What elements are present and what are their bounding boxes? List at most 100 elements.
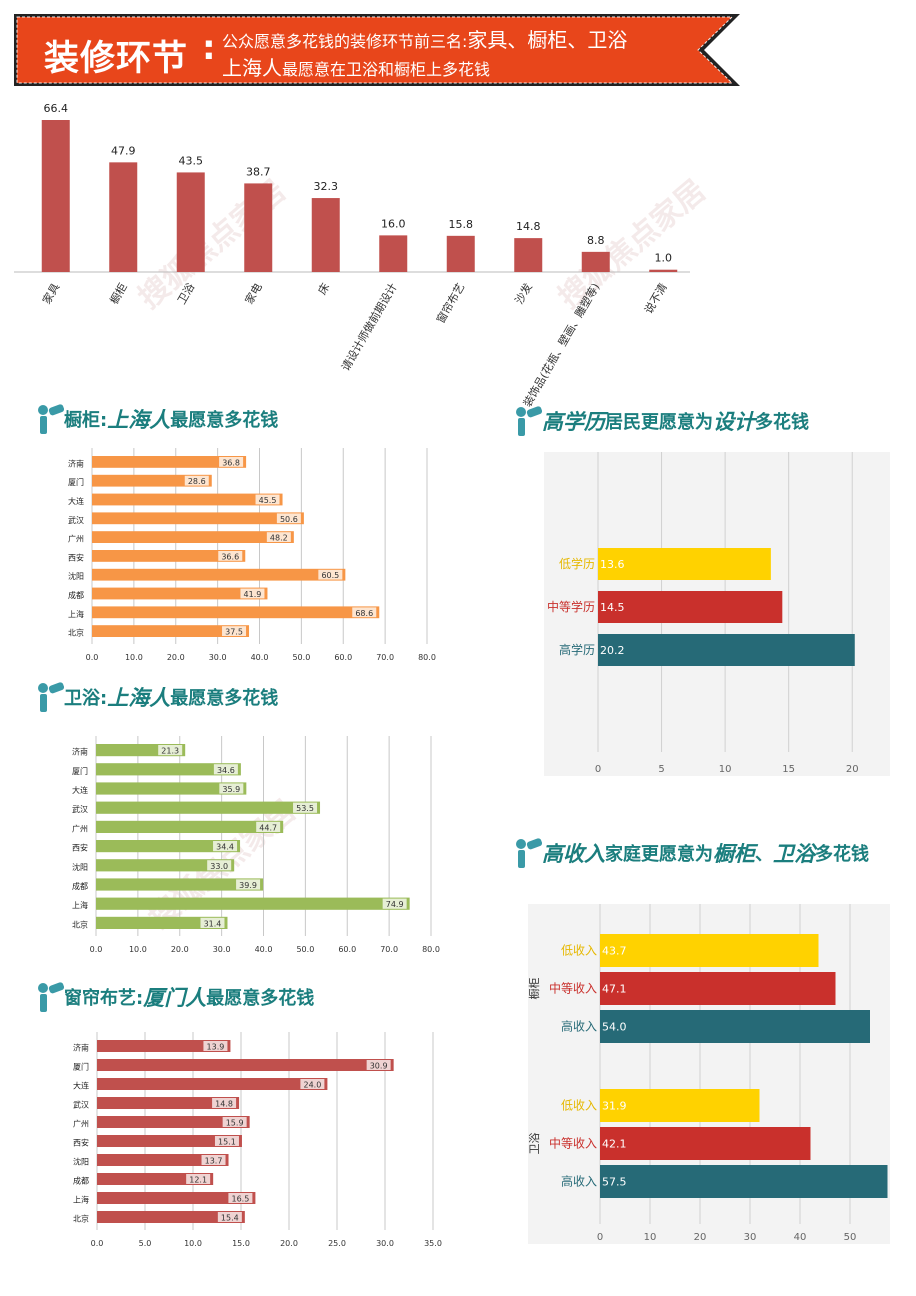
tick-label: 30 <box>744 1232 757 1243</box>
category-label: 武汉 <box>68 515 84 525</box>
data-label: 34.4 <box>216 843 234 852</box>
bar <box>92 587 268 600</box>
tick-label: 40.0 <box>251 653 269 662</box>
data-label: 1.0 <box>655 252 673 265</box>
data-label: 41.9 <box>244 590 262 599</box>
tick-label: 20.0 <box>167 653 185 662</box>
bar <box>514 238 543 272</box>
category-label: 武汉 <box>72 804 88 814</box>
data-label: 43.5 <box>179 154 204 167</box>
bar <box>600 1089 760 1122</box>
data-label-bg <box>236 879 261 890</box>
data-label-bg <box>214 1136 239 1146</box>
category-label: 中等学历 <box>547 599 595 614</box>
bar <box>176 172 205 272</box>
data-label: 14.8 <box>516 220 541 233</box>
section-edu-mid: 居民更愿意为 <box>605 412 713 433</box>
category-label: 厦门 <box>73 1062 89 1072</box>
category-label: 北京 <box>73 1214 89 1224</box>
bar <box>598 548 771 580</box>
data-label-bg <box>266 532 291 542</box>
bar <box>600 934 819 967</box>
category-label: 济南 <box>73 1043 89 1053</box>
bath-chart-svg: 0.0 10.0 20.0 30.0 40.0 50.0 60.0 70.0 80.0 济南 21.… <box>72 736 440 954</box>
category-label: 低收入 <box>561 944 597 958</box>
tick-label: 5.0 <box>139 1239 152 1248</box>
tick-label: 50.0 <box>296 945 314 954</box>
category-label: 上海 <box>72 900 88 910</box>
tick-label: 50 <box>844 1232 857 1243</box>
section-income-emph: 高收入 <box>542 842 605 866</box>
tick-label: 20.0 <box>171 945 189 954</box>
bar <box>109 162 138 272</box>
bar <box>92 568 346 581</box>
category-label: 窗帘布艺 <box>433 281 467 326</box>
bar <box>97 1192 256 1204</box>
data-label: 68.6 <box>355 609 373 618</box>
bar <box>96 840 241 853</box>
bar <box>96 897 410 910</box>
section-bath-prefix: 卫浴: <box>64 688 108 709</box>
data-label-bg <box>219 457 244 467</box>
data-label: 15.4 <box>221 1214 239 1223</box>
category-label: 大连 <box>72 785 88 795</box>
data-label: 31.4 <box>204 919 222 928</box>
data-label-bg <box>203 1041 228 1051</box>
data-label: 16.0 <box>381 217 406 230</box>
category-label: 北京 <box>72 919 88 929</box>
curtain-chart-svg: 0.0 5.0 10.0 15.0 20.0 25.0 30.0 35.0 济南 13.9 厦门 30… <box>73 1032 442 1248</box>
tick-label: 10.0 <box>129 945 147 954</box>
data-label: 47.1 <box>602 983 627 996</box>
tick-label: 60.0 <box>338 945 356 954</box>
data-label: 24.0 <box>303 1081 321 1090</box>
bar <box>379 235 408 272</box>
main-bar-chart-svg: 66.4 家具 47.9 橱柜 43.5 卫浴 38.7 家电 32.3 床 16.0 请设计师做前期… <box>14 102 690 409</box>
data-label: 30.9 <box>370 1062 388 1071</box>
category-label: 说不清 <box>641 281 670 317</box>
tick-label: 10 <box>719 764 732 775</box>
bar <box>97 1154 229 1166</box>
section-curtain-suffix: 最愿意多花钱 <box>206 988 315 1009</box>
category-label: 沈阳 <box>68 571 84 581</box>
banner-line1-prefix: 公众愿意多花钱的装修环节前三名: <box>222 32 468 51</box>
category-label: 高收入 <box>561 1174 597 1189</box>
income-chart: 0 10 20 30 40 50 橱柜 低收入 43.7 中等收入 47.1 高收入 54.0 卫浴 低收入… <box>527 904 890 1244</box>
data-label: 13.6 <box>600 558 625 571</box>
category-label: 家电 <box>242 281 265 307</box>
banner-main-title: 装修环节 <box>44 39 189 79</box>
data-label: 50.6 <box>280 515 298 524</box>
bar <box>97 1116 250 1128</box>
group-label: 橱柜 <box>527 978 541 1000</box>
tick-label: 30.0 <box>213 945 231 954</box>
data-label: 35.9 <box>222 785 240 794</box>
tick-label: 25.0 <box>328 1239 346 1248</box>
data-label: 31.9 <box>602 1100 627 1113</box>
category-label: 沙发 <box>512 281 535 307</box>
data-label: 20.2 <box>600 644 625 657</box>
data-label-bg <box>158 745 183 756</box>
tick-label: 10 <box>644 1232 657 1243</box>
data-label: 15.9 <box>226 1119 244 1128</box>
category-label: 大连 <box>68 496 84 506</box>
data-label-bg <box>213 764 238 775</box>
data-label-bg <box>200 917 225 928</box>
section-cabinet-suffix: 最愿意多花钱 <box>170 410 279 431</box>
bar <box>92 531 294 543</box>
bar <box>92 474 212 487</box>
data-label: 60.5 <box>321 571 339 580</box>
bar <box>600 1165 888 1198</box>
category-label: 西安 <box>72 843 88 853</box>
data-label-bg <box>213 841 238 852</box>
cabinet-chart: 0.0 10.0 20.0 30.0 40.0 50.0 60.0 70.0 80.0 济南 36.… <box>58 444 448 664</box>
category-label: 成都 <box>72 881 88 891</box>
category-label: 成都 <box>68 590 84 600</box>
bar <box>97 1135 242 1147</box>
tick-label: 0.0 <box>90 945 103 954</box>
curtain-chart: 0.0 5.0 10.0 15.0 20.0 25.0 30.0 35.0 济南 13.9 厦门 30… <box>60 1030 450 1252</box>
bar <box>96 878 264 891</box>
cabinet-chart-svg: 0.0 10.0 20.0 30.0 40.0 50.0 60.0 70.0 80.0 济南 36.… <box>68 448 436 662</box>
bar <box>97 1078 328 1090</box>
tick-label: 0 <box>595 764 601 775</box>
bar <box>92 606 380 619</box>
category-label: 中等收入 <box>549 1136 597 1151</box>
